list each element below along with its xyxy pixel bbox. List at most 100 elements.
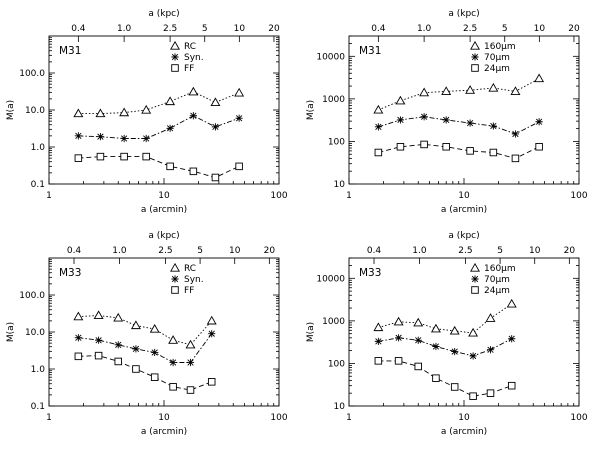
top-tick-label: 5 xyxy=(197,246,203,256)
data-point xyxy=(373,322,384,332)
data-point xyxy=(149,323,160,333)
series-line xyxy=(378,143,540,159)
legend-marker xyxy=(171,275,179,283)
data-point xyxy=(373,104,384,114)
data-point xyxy=(395,95,406,105)
data-point xyxy=(96,152,105,161)
top-tick-label: 10 xyxy=(234,24,246,34)
x-tick-label: 10 xyxy=(158,191,170,201)
data-point xyxy=(432,374,440,382)
data-point xyxy=(235,114,243,122)
data-point xyxy=(510,86,521,95)
x-axis-label: a (arcmin) xyxy=(141,205,187,215)
data-point xyxy=(113,312,124,322)
data-point xyxy=(508,335,516,343)
top-tick-label: 2.5 xyxy=(458,246,472,256)
plot-frame xyxy=(348,35,580,185)
legend-marker xyxy=(471,286,479,294)
y-tick-label: 100.0 xyxy=(19,291,45,301)
legend-marker xyxy=(471,53,479,61)
y-tick-label: 10 xyxy=(334,180,346,190)
data-point xyxy=(469,352,477,360)
y-tick-label: 1.0 xyxy=(31,143,46,153)
y-tick-label: 100 xyxy=(328,137,345,147)
x-tick-label: 10 xyxy=(458,413,470,423)
data-point xyxy=(74,154,83,162)
x-axis-label: a (arcmin) xyxy=(441,205,487,215)
legend-label: 160μm xyxy=(484,42,516,52)
data-point xyxy=(486,346,495,354)
legend-label: Syn. xyxy=(184,275,204,285)
top-tick-label: 20 xyxy=(564,246,576,256)
data-point xyxy=(420,140,428,149)
y-axis-label: M(a) xyxy=(6,100,16,120)
top-tick-label: 10 xyxy=(229,246,241,256)
legend-marker xyxy=(471,64,479,72)
data-point xyxy=(74,334,82,342)
x-axis-label: a (arcmin) xyxy=(141,427,187,437)
data-point xyxy=(189,167,198,176)
data-point xyxy=(441,86,452,95)
data-point xyxy=(166,124,174,132)
top-tick-label: 2.5 xyxy=(463,24,477,34)
top-tick-label: 1.0 xyxy=(112,246,127,256)
top-axis-label: a (kpc) xyxy=(148,9,179,19)
data-point xyxy=(168,335,179,344)
data-point xyxy=(419,87,430,97)
legend-marker xyxy=(171,64,179,72)
data-point xyxy=(188,86,199,96)
legend-marker xyxy=(171,286,179,294)
legend-label: RC xyxy=(184,42,196,52)
data-point xyxy=(211,173,220,182)
data-point xyxy=(507,381,516,390)
series-line xyxy=(378,78,540,111)
data-point xyxy=(189,112,197,120)
top-tick-label: 20 xyxy=(568,24,580,34)
top-tick-label: 0.4 xyxy=(67,246,82,256)
data-point xyxy=(235,162,243,171)
y-tick-label: 1000 xyxy=(322,95,345,105)
x-tick-label: 100 xyxy=(270,191,287,201)
data-point xyxy=(132,345,140,353)
data-point xyxy=(468,327,479,337)
x-tick-label: 1 xyxy=(346,413,352,423)
data-point xyxy=(141,104,152,114)
y-axis-label: M(a) xyxy=(306,100,316,120)
data-point xyxy=(420,113,428,121)
chart-panel-1: 1 10 100 a (arcmin) 0.1 1.0 10.0 100.0 M(a) 0.4 1.… xyxy=(6,9,288,215)
plot-frame xyxy=(48,35,280,185)
top-tick-label: 20 xyxy=(264,246,276,256)
data-point xyxy=(120,152,128,161)
legend-label: 24μm xyxy=(484,64,510,74)
data-point xyxy=(95,108,106,118)
data-point xyxy=(142,134,150,143)
data-point xyxy=(396,143,405,151)
data-point xyxy=(489,148,498,157)
top-tick-label: 20 xyxy=(268,24,280,34)
x-tick-label: 1 xyxy=(346,191,352,201)
x-tick-label: 100 xyxy=(570,191,587,201)
data-point xyxy=(114,357,122,366)
data-point xyxy=(130,320,141,330)
data-point xyxy=(94,351,103,360)
series-line xyxy=(378,360,512,397)
y-tick-label: 100.0 xyxy=(19,69,45,79)
legend-marker xyxy=(471,275,479,283)
y-tick-label: 0.1 xyxy=(31,180,45,190)
data-point xyxy=(432,342,440,351)
x-tick-label: 1 xyxy=(46,413,52,423)
data-point xyxy=(165,96,176,106)
data-point xyxy=(393,316,404,326)
data-point xyxy=(210,97,221,107)
legend-label: 70μm xyxy=(484,53,510,63)
legend-label: 24μm xyxy=(484,286,510,296)
data-point xyxy=(234,87,245,97)
data-point xyxy=(186,358,195,367)
data-point xyxy=(466,147,474,155)
top-tick-label: 1.0 xyxy=(117,24,132,34)
top-tick-label: 0.4 xyxy=(71,24,86,34)
top-tick-label: 5 xyxy=(202,24,208,34)
legend-marker xyxy=(470,40,480,50)
data-point xyxy=(465,85,476,94)
